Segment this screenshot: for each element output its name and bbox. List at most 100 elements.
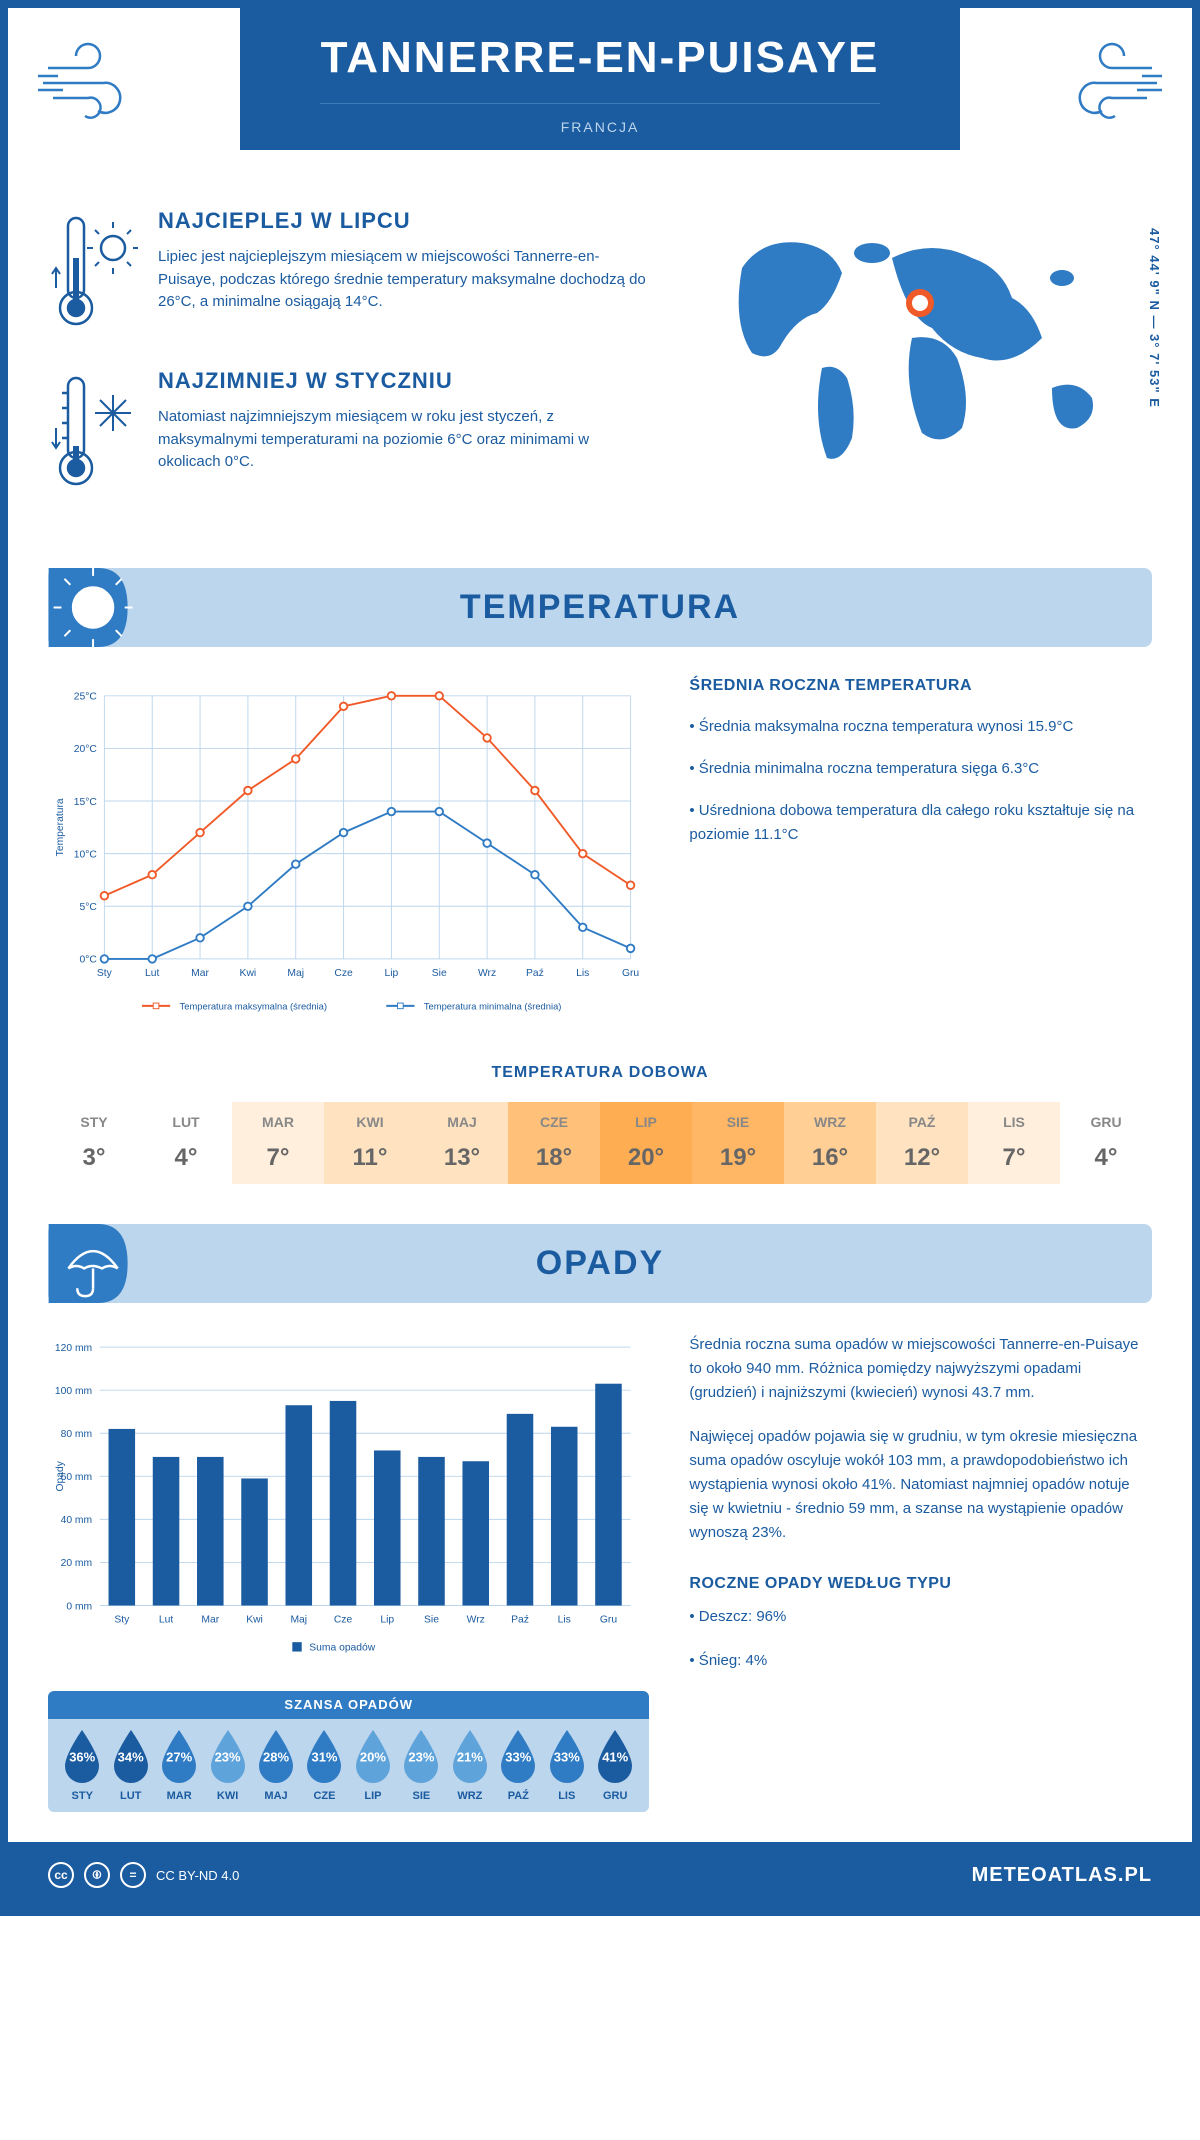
rain-drop-cell: 23%SIE [397, 1726, 445, 1802]
title-banner: TANNERRE-EN-PUISAYE FRANCJA [240, 8, 960, 150]
daily-temp-title: TEMPERATURA DOBOWA [48, 1064, 1152, 1082]
svg-text:Lis: Lis [558, 1614, 571, 1625]
svg-text:Lip: Lip [380, 1614, 394, 1625]
world-map-icon [692, 208, 1152, 488]
svg-text:Temperatura minimalna (średnia: Temperatura minimalna (średnia) [424, 1001, 562, 1012]
precipitation-banner: OPADY [48, 1224, 1152, 1303]
temp-cell: MAJ13° [416, 1102, 508, 1184]
temp-cell: WRZ16° [784, 1102, 876, 1184]
precipitation-info: Średnia roczna suma opadów w miejscowośc… [689, 1333, 1152, 1812]
svg-text:25°C: 25°C [74, 692, 98, 703]
intro-section: NAJCIEPLEJ W LIPCU Lipiec jest najcieple… [8, 188, 1192, 568]
svg-text:10°C: 10°C [74, 849, 98, 860]
svg-text:15°C: 15°C [74, 797, 98, 808]
temp-cell: SIE19° [692, 1102, 784, 1184]
svg-text:Maj: Maj [287, 968, 304, 979]
infographic-page: TANNERRE-EN-PUISAYE FRANCJA [0, 0, 1200, 1916]
rain-drop-cell: 33%LIS [543, 1726, 591, 1802]
temp-info-2: • Średnia minimalna roczna temperatura s… [689, 757, 1152, 781]
temperature-content: 0°C5°C10°C15°C20°C25°CStyLutMarKwiMajCze… [8, 647, 1192, 1064]
wind-icon [1042, 38, 1162, 128]
sun-icon [48, 568, 148, 647]
svg-text:Gru: Gru [600, 1614, 617, 1625]
coldest-text: Natomiast najzimniejszym miesiącem w rok… [158, 406, 652, 474]
coldest-block: NAJZIMNIEJ W STYCZNIU Natomiast najzimni… [48, 368, 652, 498]
hottest-block: NAJCIEPLEJ W LIPCU Lipiec jest najcieple… [48, 208, 652, 338]
precip-type-2: • Śnieg: 4% [689, 1649, 1152, 1673]
site-name: METEOATLAS.PL [972, 1864, 1152, 1887]
temp-cell: MAR7° [232, 1102, 324, 1184]
footer: cc 🅯 = CC BY-ND 4.0 METEOATLAS.PL [8, 1842, 1192, 1908]
rain-drop-cell: 34%LUT [106, 1726, 154, 1802]
svg-text:Cze: Cze [334, 1614, 353, 1625]
svg-text:Temperatura: Temperatura [55, 798, 66, 856]
temp-cell: STY3° [48, 1102, 140, 1184]
umbrella-icon [48, 1224, 148, 1303]
temp-cell: KWI11° [324, 1102, 416, 1184]
license-text: CC BY-ND 4.0 [156, 1868, 239, 1883]
svg-text:Sie: Sie [432, 968, 447, 979]
svg-text:Suma opadów: Suma opadów [309, 1643, 376, 1654]
temp-info-3: • Uśredniona dobowa temperatura dla całe… [689, 799, 1152, 847]
rain-chance-title: SZANSA OPADÓW [58, 1691, 639, 1718]
hottest-title: NAJCIEPLEJ W LIPCU [158, 208, 652, 234]
precip-type-title: ROCZNE OPADY WEDŁUG TYPU [689, 1575, 1152, 1593]
temp-cell: PAŹ12° [876, 1102, 968, 1184]
svg-text:20°C: 20°C [74, 744, 98, 755]
svg-text:Lut: Lut [145, 968, 159, 979]
rain-chance-drops: 36%STY34%LUT27%MAR23%KWI28%MAJ31%CZE20%L… [58, 1718, 639, 1802]
map-block: 47° 44' 9" N — 3° 7' 53" E [692, 208, 1152, 528]
temp-cell: GRU4° [1060, 1102, 1152, 1184]
precip-text-1: Średnia roczna suma opadów w miejscowośc… [689, 1333, 1152, 1405]
precip-type-1: • Deszcz: 96% [689, 1605, 1152, 1629]
rain-drop-cell: 41%GRU [591, 1726, 639, 1802]
svg-text:Temperatura maksymalna (średni: Temperatura maksymalna (średnia) [180, 1001, 327, 1012]
rain-drop-cell: 33%PAŹ [494, 1726, 542, 1802]
temperature-banner: TEMPERATURA [48, 568, 1152, 647]
nd-icon: = [120, 1862, 146, 1888]
svg-text:Paź: Paź [511, 1614, 529, 1625]
coordinates: 47° 44' 9" N — 3° 7' 53" E [1147, 228, 1162, 408]
svg-text:Kwi: Kwi [240, 968, 257, 979]
svg-text:Sie: Sie [424, 1614, 439, 1625]
by-icon: 🅯 [84, 1862, 110, 1888]
svg-text:40 mm: 40 mm [61, 1515, 93, 1526]
svg-text:Sty: Sty [97, 968, 113, 979]
rain-chance-strip: SZANSA OPADÓW 36%STY34%LUT27%MAR23%KWI28… [48, 1691, 649, 1812]
temp-cell: LUT4° [140, 1102, 232, 1184]
temperature-title: TEMPERATURA [48, 588, 1152, 627]
svg-text:0 mm: 0 mm [66, 1601, 92, 1612]
rain-drop-cell: 31%CZE [300, 1726, 348, 1802]
temp-info-1: • Średnia maksymalna roczna temperatura … [689, 715, 1152, 739]
svg-text:Opady: Opady [55, 1460, 66, 1491]
temp-cell: LIS7° [968, 1102, 1060, 1184]
svg-text:Sty: Sty [114, 1614, 130, 1625]
header: TANNERRE-EN-PUISAYE FRANCJA [8, 8, 1192, 188]
precipitation-title: OPADY [48, 1244, 1152, 1283]
svg-text:Lip: Lip [385, 968, 399, 979]
precip-text-2: Najwięcej opadów pojawia się w grudniu, … [689, 1425, 1152, 1545]
temperature-info: ŚREDNIA ROCZNA TEMPERATURA • Średnia mak… [689, 677, 1152, 1034]
page-subtitle: FRANCJA [320, 103, 880, 135]
rain-drop-cell: 36%STY [58, 1726, 106, 1802]
svg-text:80 mm: 80 mm [61, 1429, 93, 1440]
svg-text:Wrz: Wrz [478, 968, 496, 979]
cc-icon: cc [48, 1862, 74, 1888]
precipitation-chart: 0 mm20 mm40 mm60 mm80 mm100 mm120 mmStyL… [48, 1333, 649, 1671]
svg-text:20 mm: 20 mm [61, 1558, 93, 1569]
temperature-chart: 0°C5°C10°C15°C20°C25°CStyLutMarKwiMajCze… [48, 677, 649, 1034]
temp-cell: LIP20° [600, 1102, 692, 1184]
svg-text:Lis: Lis [576, 968, 589, 979]
temp-cell: CZE18° [508, 1102, 600, 1184]
svg-text:0°C: 0°C [80, 955, 98, 966]
precipitation-content: 0 mm20 mm40 mm60 mm80 mm100 mm120 mmStyL… [8, 1303, 1192, 1842]
page-title: TANNERRE-EN-PUISAYE [320, 33, 880, 83]
svg-text:Kwi: Kwi [246, 1614, 263, 1625]
svg-text:Paź: Paź [526, 968, 544, 979]
rain-drop-cell: 20%LIP [349, 1726, 397, 1802]
thermometer-cold-icon [48, 368, 138, 498]
coldest-title: NAJZIMNIEJ W STYCZNIU [158, 368, 652, 394]
svg-text:Cze: Cze [334, 968, 353, 979]
svg-text:Gru: Gru [622, 968, 639, 979]
svg-text:Mar: Mar [191, 968, 209, 979]
